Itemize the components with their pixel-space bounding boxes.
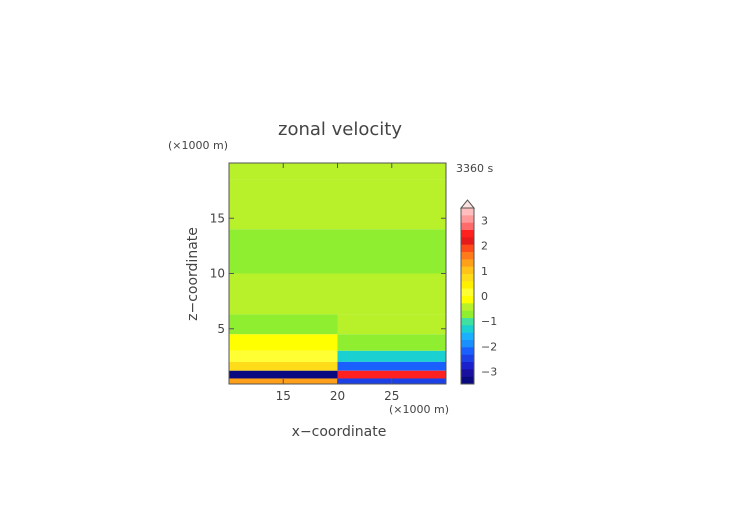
colorbar-swatch bbox=[461, 325, 474, 333]
y-tick-label: 10 bbox=[210, 267, 225, 281]
x-unit-label: (×1000 m) bbox=[389, 403, 449, 416]
field-band-right-7 bbox=[337, 361, 446, 371]
field-band-left-3 bbox=[229, 273, 338, 315]
colorbar-swatch bbox=[461, 332, 474, 341]
colorbar-swatch bbox=[461, 288, 474, 297]
colorbar-swatch bbox=[461, 208, 474, 216]
colorbar-swatch bbox=[461, 252, 474, 260]
colorbar-swatch bbox=[461, 259, 474, 267]
time-label: 3360 s bbox=[456, 162, 493, 175]
chart-title: zonal velocity bbox=[278, 119, 402, 140]
colorbar-swatch bbox=[461, 222, 474, 231]
colorbar-swatch bbox=[461, 237, 474, 245]
colorbar-swatch bbox=[461, 369, 474, 377]
colorbar-frame bbox=[460, 207, 475, 385]
x-ticks: 15 20 25 bbox=[276, 163, 399, 403]
colorbar-swatch bbox=[461, 310, 474, 319]
colorbar-swatch bbox=[461, 230, 474, 238]
colorbar-swatch bbox=[461, 347, 474, 355]
colorbar-swatch bbox=[461, 376, 474, 385]
field-band-right-0 bbox=[337, 163, 446, 180]
colorbar-label: −2 bbox=[481, 340, 497, 353]
y-tick-label: 5 bbox=[217, 322, 225, 336]
field-band-right-2 bbox=[337, 229, 446, 274]
field-band-left-2 bbox=[229, 229, 338, 274]
field-band-right-8 bbox=[337, 370, 446, 379]
colorbar-swatch bbox=[461, 303, 474, 311]
velocity-field bbox=[229, 163, 446, 384]
field-band-left-7 bbox=[229, 361, 338, 371]
colorbar-label: 2 bbox=[481, 240, 488, 253]
colorbar-label: 1 bbox=[481, 265, 488, 278]
colorbar-extend-arrow bbox=[459, 199, 476, 209]
field-band-left-4 bbox=[229, 314, 338, 335]
field-band-right-5 bbox=[337, 334, 446, 351]
y-unit-label: (×1000 m) bbox=[168, 139, 228, 152]
colorbar-swatch bbox=[461, 266, 474, 275]
x-tick-label: 25 bbox=[384, 389, 399, 403]
field-band-left-8 bbox=[229, 370, 338, 379]
colorbar-label: 0 bbox=[481, 290, 488, 303]
colorbar-label: 3 bbox=[481, 215, 488, 228]
field-band-left-5 bbox=[229, 334, 338, 351]
colorbar-swatch bbox=[461, 274, 474, 282]
y-ticks: 5 10 15 bbox=[210, 211, 446, 336]
field-band-left-0 bbox=[229, 163, 338, 180]
field-band-right-6 bbox=[337, 350, 446, 362]
colorbar-label: −3 bbox=[481, 365, 497, 378]
colorbar-swatch bbox=[461, 354, 474, 363]
field-band-left-1 bbox=[229, 179, 338, 230]
field-band-right-1 bbox=[337, 179, 446, 230]
colorbar: 3 2 1 0 −1 −2 −3 bbox=[459, 199, 497, 385]
x-tick-label: 15 bbox=[276, 389, 291, 403]
y-tick-label: 15 bbox=[210, 211, 225, 225]
colorbar-swatch bbox=[461, 340, 474, 348]
colorbar-swatch bbox=[461, 362, 474, 370]
colorbar-swatch bbox=[461, 318, 474, 326]
field-band-right-3 bbox=[337, 273, 446, 315]
x-axis-label: x−coordinate bbox=[292, 424, 387, 440]
field-band-left-6 bbox=[229, 350, 338, 362]
y-axis-label: z−coordinate bbox=[185, 227, 201, 321]
colorbar-swatch bbox=[461, 244, 474, 253]
field-band-right-4 bbox=[337, 314, 446, 335]
colorbar-swatch bbox=[461, 215, 474, 223]
colorbar-swatch bbox=[461, 296, 474, 304]
colorbar-label: −1 bbox=[481, 315, 497, 328]
x-tick-label: 20 bbox=[330, 389, 345, 403]
colorbar-swatch bbox=[461, 281, 474, 289]
